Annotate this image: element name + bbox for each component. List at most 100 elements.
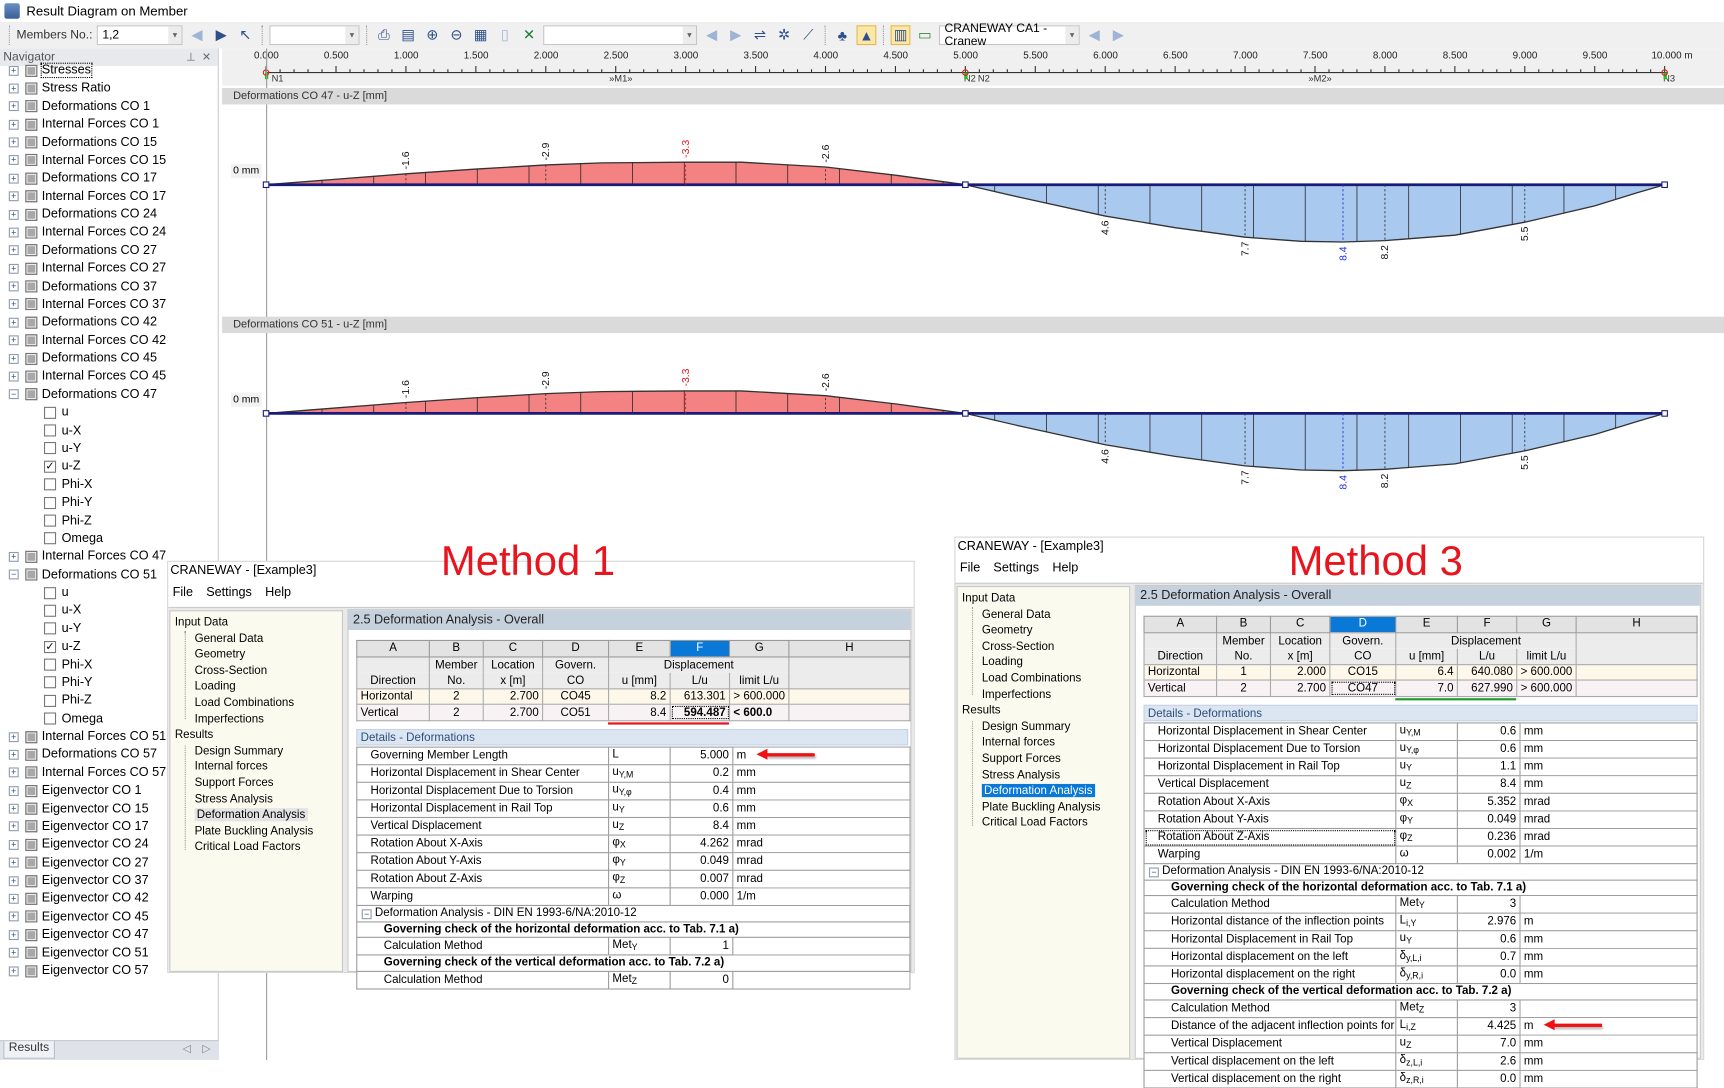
tree-item[interactable]: Stress Analysis (981, 768, 1061, 782)
result-group-icon[interactable] (25, 280, 38, 293)
details-row[interactable]: Horizontal Displacement Due to Torsion uY… (356, 781, 911, 801)
navigator-item[interactable]: Phi-Z (43, 512, 92, 530)
details-row[interactable]: Vertical Displacement uZ 8.4 mm (1143, 775, 1698, 794)
navigator-item[interactable]: + Eigenvector CO 17 (8, 818, 149, 836)
result-group-icon[interactable] (25, 262, 38, 275)
result-group-icon[interactable] (25, 208, 38, 221)
expand-icon[interactable]: + (8, 281, 19, 292)
pin-icon[interactable]: ⊥ (186, 51, 196, 64)
result-group-icon[interactable] (25, 964, 38, 977)
column-header-e[interactable]: E (1395, 615, 1458, 633)
details-row[interactable]: Warping ω 0.002 1/m (1143, 845, 1698, 865)
menu-settings[interactable]: Settings (993, 561, 1040, 576)
cell-lu[interactable]: 594.487 (669, 704, 731, 722)
checkbox[interactable] (43, 676, 57, 689)
expand-icon[interactable]: + (8, 191, 19, 202)
result-group-icon[interactable] (25, 856, 38, 869)
tree-item[interactable]: Load Combinations (981, 671, 1082, 685)
expand-icon[interactable]: + (8, 947, 19, 958)
details-row[interactable]: Calculation Method MetZ 3 (1143, 999, 1698, 1018)
table-row[interactable]: Vertical 2 2.700 CO51 8.4 594.487 < 600.0 (356, 704, 911, 722)
tree-item[interactable]: Geometry (981, 623, 1033, 637)
navigator-item[interactable]: + Internal Forces CO 51 (8, 728, 166, 746)
result-group-icon[interactable] (25, 388, 38, 401)
export-icon[interactable]: ▦ (473, 26, 488, 43)
navigator-item[interactable]: u (43, 584, 69, 602)
details-row[interactable]: Vertical displacement on the right δz,R,i… (1143, 1069, 1698, 1088)
result-group-icon[interactable] (25, 334, 38, 347)
navigator-item[interactable]: + Deformations CO 45 (8, 350, 157, 368)
result-group-icon[interactable] (25, 820, 38, 833)
scroll-left-icon[interactable]: ◁ (182, 1043, 191, 1056)
cell-direction[interactable]: Horizontal (1143, 663, 1218, 681)
cell-member[interactable]: 2 (1216, 679, 1272, 698)
result-group-icon[interactable] (25, 802, 38, 815)
result-group-icon[interactable] (25, 928, 38, 941)
checkbox[interactable] (43, 586, 57, 599)
details-row[interactable]: Rotation About Y-Axis φY 0.049 mrad (1143, 810, 1698, 830)
checkbox[interactable]: ✓ (43, 640, 57, 653)
details-row[interactable]: Horizontal Displacement in Rail Top uY 0.6… (356, 799, 911, 819)
tree-item[interactable]: Support Forces (981, 752, 1061, 766)
checkbox[interactable] (43, 658, 57, 671)
details-row[interactable]: Governing check of the vertical deformat… (1143, 983, 1698, 1001)
column-header-a[interactable]: A (356, 639, 430, 658)
details-row[interactable]: − Deformation Analysis - DIN EN 1993-6/NA… (1143, 863, 1698, 881)
cell-co[interactable]: CO15 (1329, 663, 1397, 681)
result-group-icon[interactable] (25, 118, 38, 131)
details-row[interactable]: Horizontal displacement on the right δy,R… (1143, 965, 1698, 985)
result-group-icon[interactable] (25, 298, 38, 311)
expand-icon[interactable]: + (8, 245, 19, 256)
menu-help[interactable]: Help (1052, 561, 1079, 576)
column-header-g[interactable]: G (728, 639, 790, 658)
navigator-item[interactable]: + Deformations CO 27 (8, 242, 157, 260)
checkbox[interactable]: ✓ (43, 460, 57, 473)
tree-item[interactable]: Critical Load Factors (981, 816, 1088, 830)
result-group-icon[interactable] (25, 838, 38, 851)
expand-icon[interactable]: + (8, 965, 19, 976)
navigator-item[interactable]: + Eigenvector CO 27 (8, 854, 149, 872)
navigator-item[interactable]: + Deformations CO 15 (8, 134, 157, 152)
details-row[interactable]: Governing check of the horizontal deform… (356, 920, 911, 939)
details-row[interactable]: Calculation Method MetY 1 (356, 936, 911, 956)
navigator-item[interactable]: + Eigenvector CO 1 (8, 782, 142, 800)
result-group-icon[interactable] (25, 730, 38, 743)
result-group-icon[interactable] (25, 136, 38, 149)
navigator-item[interactable]: Omega (43, 530, 103, 548)
tree-item[interactable]: Design Summary (194, 744, 284, 758)
details-row[interactable]: − Deformation Analysis - DIN EN 1993-6/NA… (356, 904, 911, 923)
navigator-item[interactable]: u-X (43, 602, 81, 620)
scroll-right-icon[interactable]: ▷ (202, 1043, 211, 1056)
checkbox[interactable] (43, 604, 57, 617)
collapse-icon[interactable]: − (8, 569, 19, 580)
close-icon[interactable]: ✕ (201, 51, 212, 64)
navigator-item[interactable]: + Eigenvector CO 51 (8, 944, 149, 962)
next-craneway-icon[interactable]: ▶ (1112, 26, 1124, 43)
result-group-icon[interactable] (25, 946, 38, 959)
navigator-item[interactable]: + Internal Forces CO 17 (8, 188, 166, 206)
details-row[interactable]: Rotation About Z-Axis φZ 0.007 mrad (356, 869, 911, 889)
expand-icon[interactable]: + (8, 119, 19, 130)
print-icon[interactable]: ⎙ (378, 26, 390, 43)
tab-results[interactable]: Results (3, 1041, 55, 1059)
navigator-item[interactable]: Phi-Y (43, 674, 92, 692)
collapse-icon[interactable]: − (1148, 867, 1159, 878)
result-group-icon[interactable] (25, 316, 38, 329)
details-row[interactable]: Rotation About X-Axis φX 4.262 mrad (356, 834, 911, 854)
next-icon[interactable]: ▶ (730, 26, 742, 43)
cell-direction[interactable]: Vertical (356, 704, 430, 722)
zoom-out-icon[interactable]: ⊖ (450, 26, 463, 43)
details-row[interactable]: Horizontal Displacement in Rail Top uY 1.1… (1143, 757, 1698, 777)
navigator-item[interactable]: + Eigenvector CO 47 (8, 926, 149, 944)
navigator-item[interactable]: ✓ u-Z (43, 458, 81, 476)
navigator-item[interactable]: + Internal Forces CO 37 (8, 296, 166, 314)
navigator-item[interactable]: Phi-Z (43, 692, 92, 710)
navigator-item[interactable]: + Eigenvector CO 45 (8, 908, 149, 926)
details-row[interactable]: Horizontal Displacement in Shear Center u… (1143, 722, 1698, 742)
details-row[interactable]: Vertical Displacement uZ 7.0 mm (1143, 1034, 1698, 1054)
checkbox[interactable] (43, 478, 57, 491)
column-header-a[interactable]: A (1143, 615, 1218, 633)
details-row[interactable]: Horizontal Displacement in Rail Top uY 0.6… (1143, 930, 1698, 950)
expand-icon[interactable]: + (8, 893, 19, 904)
chevron-down-icon[interactable]: ▼ (168, 26, 182, 44)
